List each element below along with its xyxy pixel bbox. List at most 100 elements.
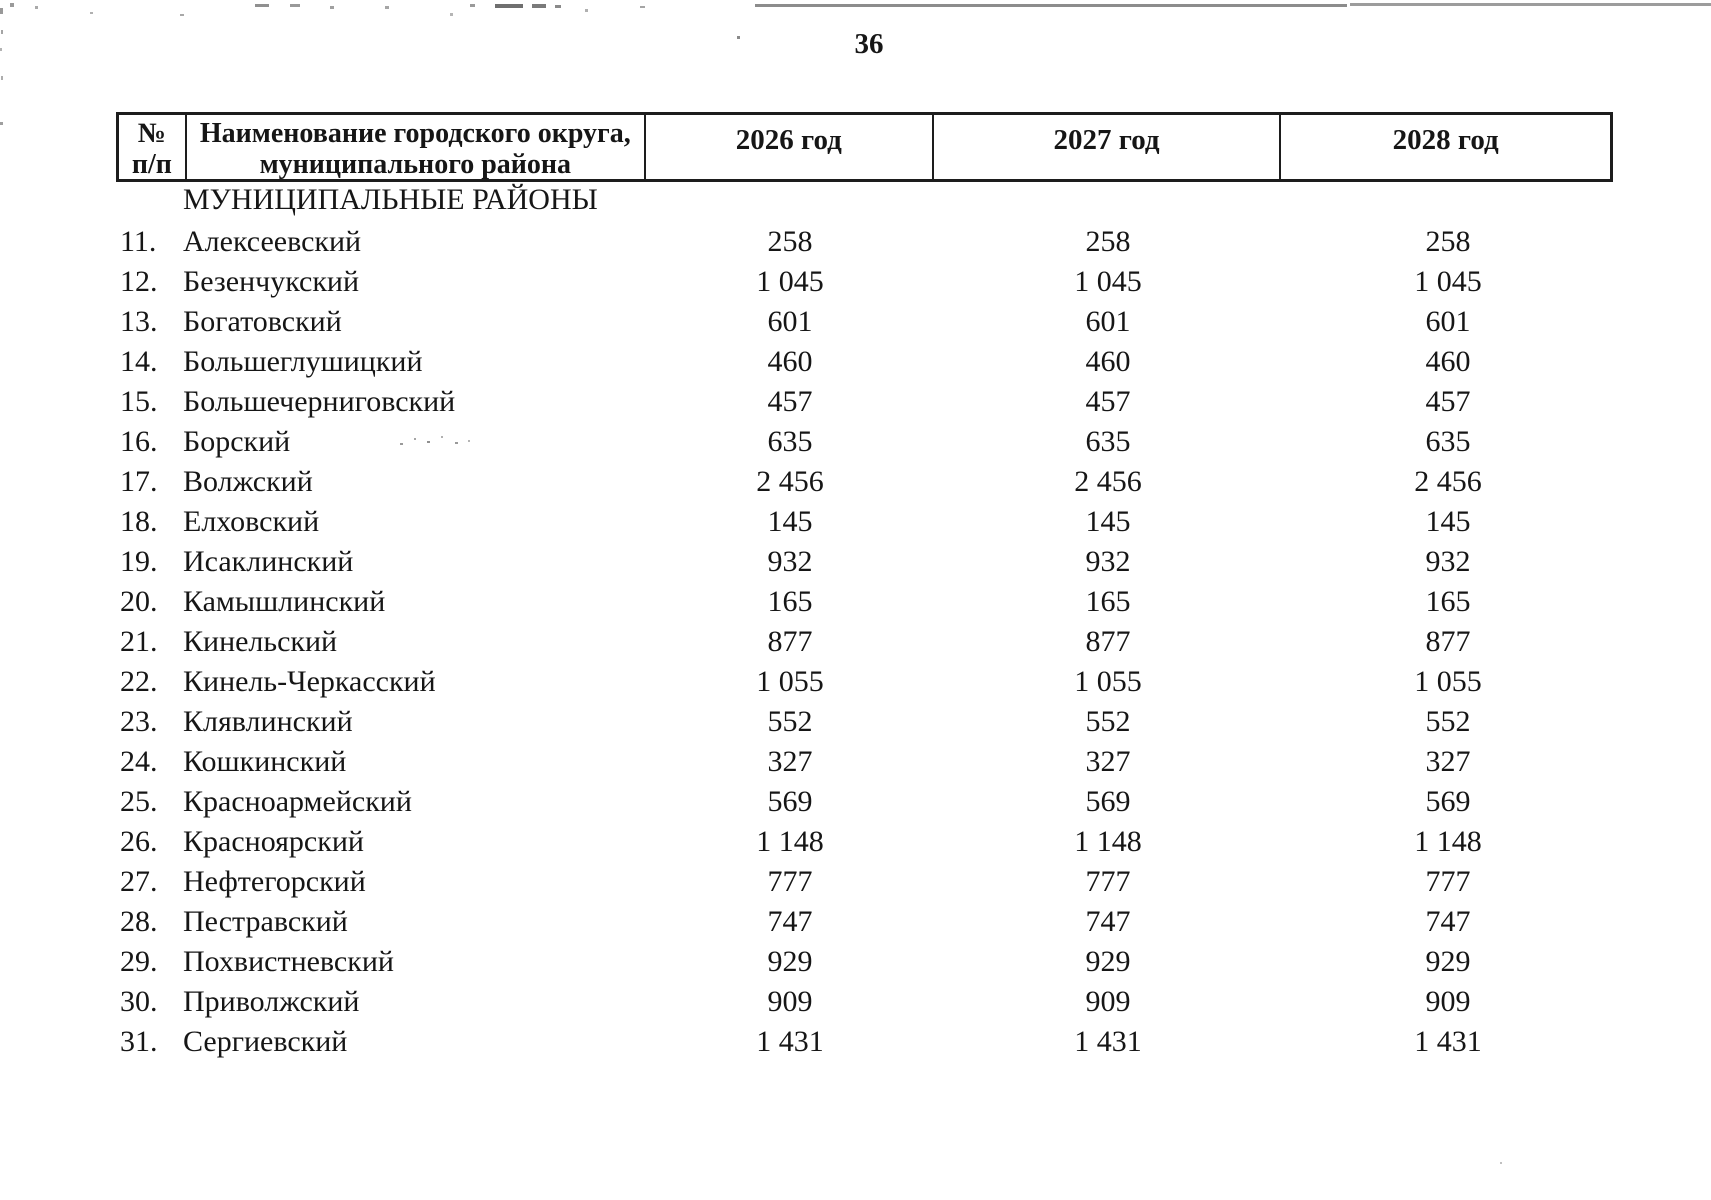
value-2027: 552	[1085, 705, 1131, 738]
value-2028: 909	[1425, 985, 1471, 1018]
header-cell-2028: 2028 год	[1281, 115, 1610, 179]
district-name: Сергиевский	[183, 1025, 348, 1058]
value-2026: 877	[767, 625, 813, 658]
table-row: 29. Похвистневский 929 929 929	[0, 942, 1711, 982]
value-2026: 635	[767, 425, 813, 458]
value-2026: 2 456	[756, 465, 824, 498]
section-title: МУНИЦИПАЛЬНЫЕ РАЙОНЫ	[183, 183, 598, 216]
district-name: Борский	[183, 425, 291, 458]
value-2028: 777	[1425, 865, 1471, 898]
value-2028: 747	[1425, 905, 1471, 938]
table-row: 12. Безенчукский 1 045 1 045 1 045	[0, 262, 1711, 302]
scan-speck	[180, 14, 184, 16]
scan-speck	[470, 4, 475, 7]
row-number: 30.	[120, 985, 158, 1018]
row-number: 13.	[120, 305, 158, 338]
value-2028: 601	[1425, 305, 1471, 338]
value-2027: 747	[1085, 905, 1131, 938]
value-2026: 457	[767, 385, 813, 418]
table-row: 26. Красноярский 1 148 1 148 1 148	[0, 822, 1711, 862]
value-2026: 747	[767, 905, 813, 938]
district-name: Алексеевский	[183, 225, 362, 258]
row-number: 18.	[120, 505, 158, 538]
value-2028: 460	[1425, 345, 1471, 378]
scan-speck	[35, 6, 38, 9]
scan-speck	[532, 4, 546, 8]
row-number: 29.	[120, 945, 158, 978]
row-number: 14.	[120, 345, 158, 378]
scan-speck	[385, 6, 389, 9]
value-2026: 258	[767, 225, 813, 258]
value-2027: 777	[1085, 865, 1131, 898]
scan-speck	[450, 13, 453, 16]
scan-speck	[468, 440, 470, 442]
value-2027: 635	[1085, 425, 1131, 458]
district-name: Камышлинский	[183, 585, 386, 618]
header-cell-name: Наименование городского округа, муниципа…	[187, 115, 646, 180]
scan-speck	[455, 442, 458, 444]
scan-speck	[414, 438, 416, 440]
value-2027: 327	[1085, 745, 1131, 778]
scan-speck	[737, 36, 740, 39]
row-number: 21.	[120, 625, 158, 658]
scan-speck	[0, 122, 3, 125]
value-2027: 1 431	[1074, 1025, 1142, 1058]
table-row: 31. Сергиевский 1 431 1 431 1 431	[0, 1022, 1711, 1062]
value-2028: 635	[1425, 425, 1471, 458]
district-name: Похвистневский	[183, 945, 394, 978]
header-number-line2: п/п	[131, 149, 172, 180]
district-name: Пестравский	[183, 905, 348, 938]
scan-speck	[1, 30, 3, 34]
scan-speck	[585, 9, 588, 12]
value-2026: 460	[767, 345, 813, 378]
district-name: Исаклинский	[183, 545, 354, 578]
district-name: Кошкинский	[183, 745, 347, 778]
value-2027: 1 055	[1074, 665, 1142, 698]
value-2028: 569	[1425, 785, 1471, 818]
row-number: 31.	[120, 1025, 158, 1058]
value-2026: 1 431	[756, 1025, 824, 1058]
table-row: 24. Кошкинский 327 327 327	[0, 742, 1711, 782]
row-number: 24.	[120, 745, 158, 778]
scan-line	[1350, 3, 1711, 6]
row-number: 12.	[120, 265, 158, 298]
table-row: 16. Борский 635 635 635	[0, 422, 1711, 462]
district-name: Безенчукский	[183, 265, 360, 298]
table-row: 23. Клявлинский 552 552 552	[0, 702, 1711, 742]
header-number-line1: №	[137, 118, 166, 149]
value-2028: 1 045	[1414, 265, 1482, 298]
table-row: 21. Кинельский 877 877 877	[0, 622, 1711, 662]
table-row: 25. Красноармейский 569 569 569	[0, 782, 1711, 822]
row-number: 23.	[120, 705, 158, 738]
value-2026: 552	[767, 705, 813, 738]
value-2028: 258	[1425, 225, 1471, 258]
row-number: 15.	[120, 385, 158, 418]
district-name: Большеглушицкий	[183, 345, 423, 378]
header-cell-2026: 2026 год	[646, 115, 934, 179]
value-2027: 601	[1085, 305, 1131, 338]
scan-speck	[10, 3, 14, 7]
value-2026: 929	[767, 945, 813, 978]
value-2026: 601	[767, 305, 813, 338]
table-row: 15. Большечерниговский 457 457 457	[0, 382, 1711, 422]
scan-speck	[555, 5, 561, 8]
scan-speck	[90, 12, 93, 14]
scan-speck	[290, 4, 300, 7]
header-2027-label: 2027 год	[1053, 124, 1160, 156]
value-2028: 1 055	[1414, 665, 1482, 698]
district-name: Красноярский	[183, 825, 364, 858]
value-2028: 327	[1425, 745, 1471, 778]
value-2027: 258	[1085, 225, 1131, 258]
row-number: 25.	[120, 785, 158, 818]
header-2026-label: 2026 год	[735, 124, 842, 156]
row-number: 17.	[120, 465, 158, 498]
page-number: 36	[854, 28, 884, 60]
table-row: 22. Кинель-Черкасский 1 055 1 055 1 055	[0, 662, 1711, 702]
header-cell-number: № п/п	[119, 115, 187, 180]
scan-speck	[0, 8, 3, 14]
table-header: № п/п Наименование городского округа, му…	[116, 112, 1613, 182]
header-cell-2027: 2027 год	[934, 115, 1282, 179]
scan-speck	[1500, 1162, 1502, 1164]
table-row: 18. Елховский 145 145 145	[0, 502, 1711, 542]
